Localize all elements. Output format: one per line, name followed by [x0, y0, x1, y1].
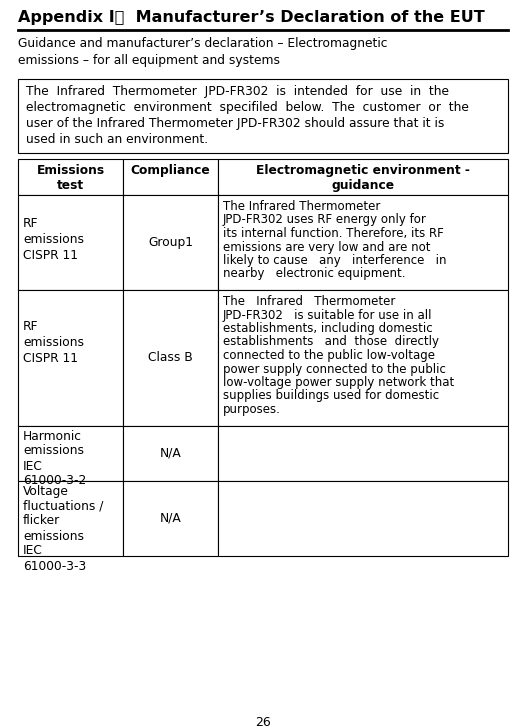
Bar — [218, 290, 508, 425]
Text: purposes.: purposes. — [223, 403, 281, 416]
Bar — [123, 159, 218, 195]
Text: Group1: Group1 — [148, 236, 193, 249]
Text: N/A: N/A — [159, 446, 181, 459]
Bar — [123, 480, 218, 555]
Bar — [218, 159, 508, 195]
Text: The   Infrared   Thermometer: The Infrared Thermometer — [223, 295, 396, 308]
Bar — [18, 290, 123, 425]
Text: The Infrared Thermometer: The Infrared Thermometer — [223, 200, 380, 213]
Bar — [123, 195, 218, 290]
Text: establishments, including domestic: establishments, including domestic — [223, 322, 432, 335]
Text: Voltage
fluctuations /
flicker
emissions
IEC
61000-3-3: Voltage fluctuations / flicker emissions… — [23, 485, 104, 572]
Text: Electromagnetic environment -
guidance: Electromagnetic environment - guidance — [256, 164, 470, 192]
Bar — [18, 159, 123, 195]
Text: supplies buildings used for domestic: supplies buildings used for domestic — [223, 389, 439, 403]
Bar — [123, 290, 218, 425]
Text: likely to cause   any   interference   in: likely to cause any interference in — [223, 254, 447, 267]
Text: JPD-FR302   is suitable for use in all: JPD-FR302 is suitable for use in all — [223, 309, 432, 322]
Bar — [218, 195, 508, 290]
Text: establishments   and  those  directly: establishments and those directly — [223, 336, 439, 349]
Text: RF
emissions
CISPR 11: RF emissions CISPR 11 — [23, 217, 84, 262]
Text: Guidance and manufacturer’s declaration – Electromagnetic
emissions – for all eq: Guidance and manufacturer’s declaration … — [18, 37, 388, 67]
Bar — [218, 425, 508, 480]
Text: RF
emissions
CISPR 11: RF emissions CISPR 11 — [23, 320, 84, 365]
Text: emissions are very low and are not: emissions are very low and are not — [223, 240, 430, 253]
Text: electromagnetic  environment  specifiled  below.  The  customer  or  the: electromagnetic environment specifiled b… — [26, 101, 469, 114]
Text: user of the Infrared Thermometer JPD-FR302 should assure that it is: user of the Infrared Thermometer JPD-FR3… — [26, 117, 444, 130]
Text: Harmonic
emissions
IEC
61000-3-2: Harmonic emissions IEC 61000-3-2 — [23, 430, 86, 488]
Text: Emissions
test: Emissions test — [36, 164, 105, 192]
Bar — [18, 79, 508, 153]
Text: 26: 26 — [255, 716, 271, 728]
Text: power supply connected to the public: power supply connected to the public — [223, 363, 446, 376]
Text: N/A: N/A — [159, 512, 181, 524]
Text: Appendix I：  Manufacturer’s Declaration of the EUT: Appendix I： Manufacturer’s Declaration o… — [18, 10, 485, 25]
Bar — [123, 425, 218, 480]
Text: low-voltage power supply network that: low-voltage power supply network that — [223, 376, 454, 389]
Text: used in such an environment.: used in such an environment. — [26, 133, 208, 146]
Bar — [18, 195, 123, 290]
Text: Compliance: Compliance — [130, 164, 210, 177]
Bar — [218, 480, 508, 555]
Text: nearby   electronic equipment.: nearby electronic equipment. — [223, 267, 406, 280]
Text: its internal function. Therefore, its RF: its internal function. Therefore, its RF — [223, 227, 444, 240]
Text: The  Infrared  Thermometer  JPD-FR302  is  intended  for  use  in  the: The Infrared Thermometer JPD-FR302 is in… — [26, 85, 449, 98]
Bar — [18, 480, 123, 555]
Text: Class B: Class B — [148, 351, 193, 364]
Text: connected to the public low-voltage: connected to the public low-voltage — [223, 349, 435, 362]
Text: JPD-FR302 uses RF energy only for: JPD-FR302 uses RF energy only for — [223, 213, 427, 226]
Bar — [18, 425, 123, 480]
